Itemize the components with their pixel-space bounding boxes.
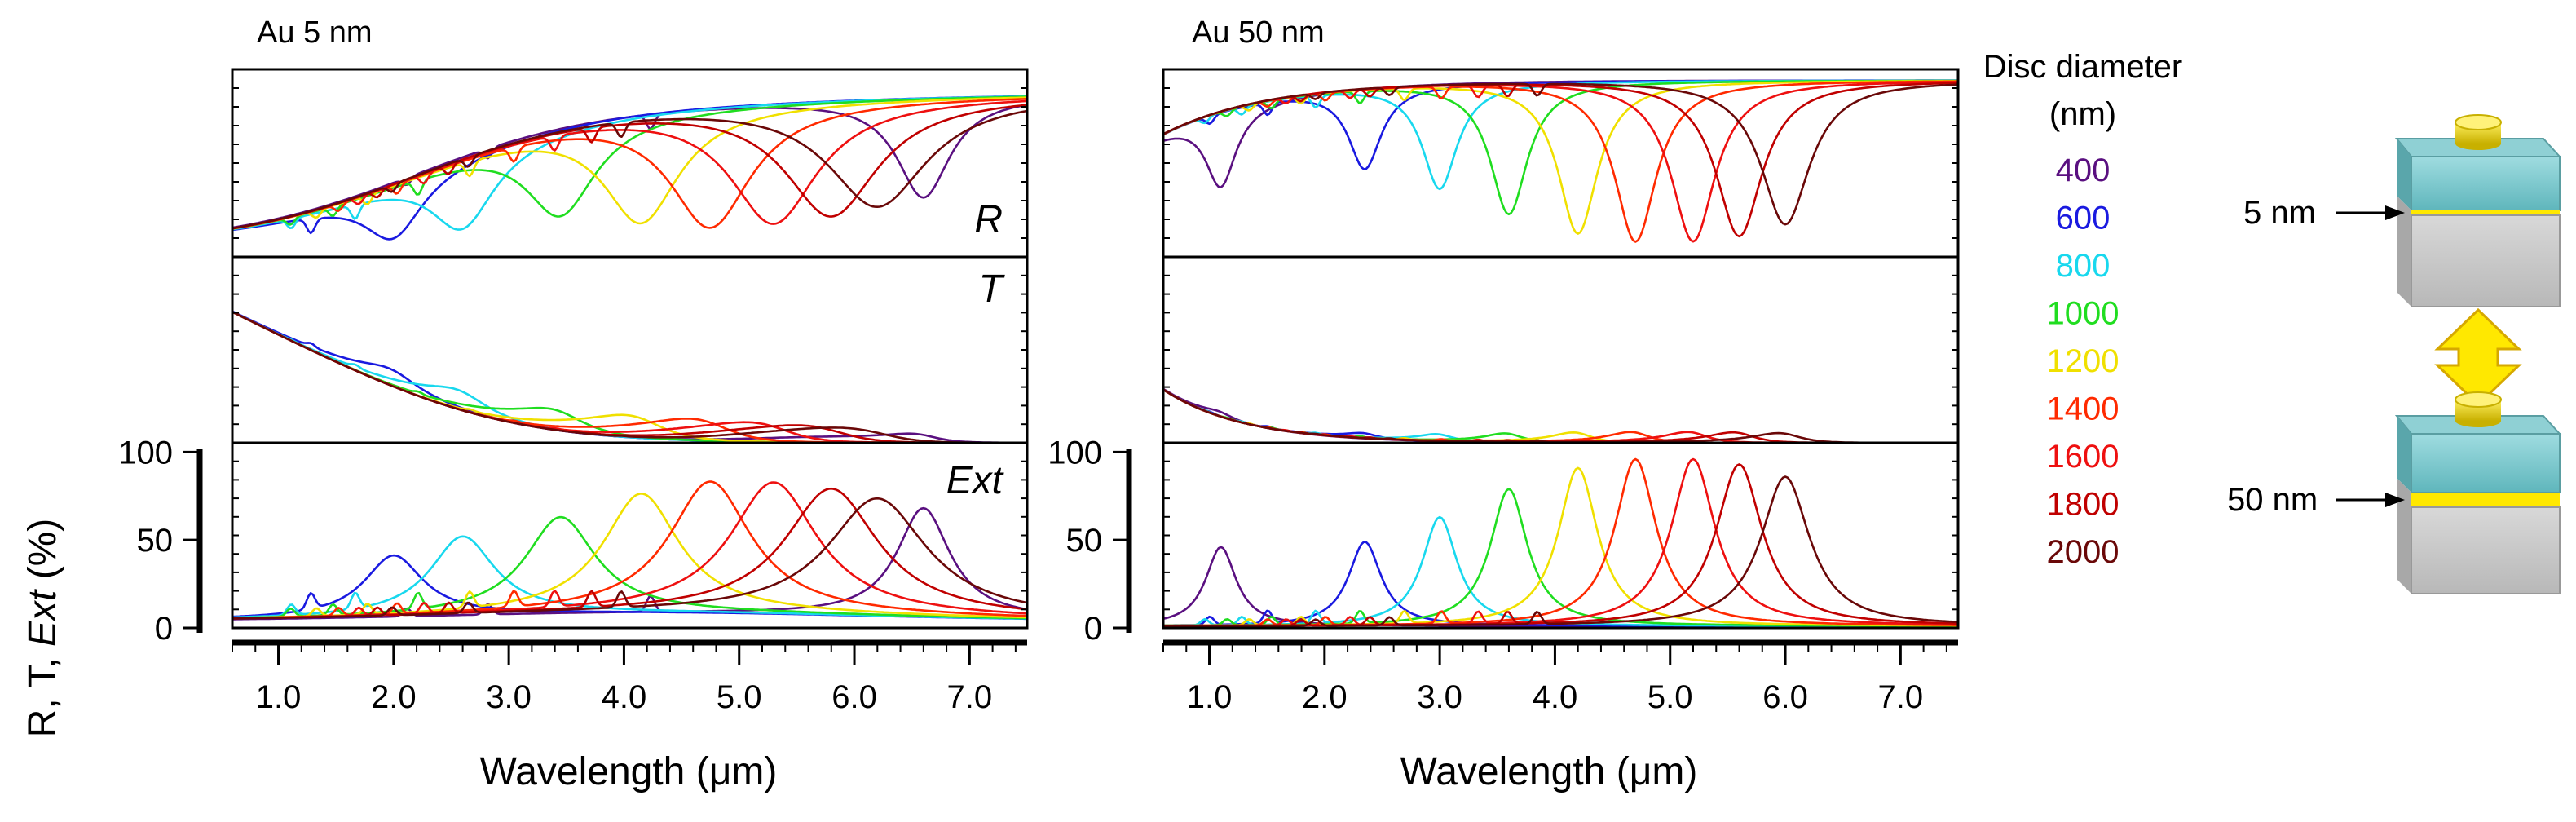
legend-item-1600: 1600 xyxy=(2047,439,2119,475)
plot-area: RT Ext 1.0 2.0 3.0 4.0 5.0 6.0 7.0 1.0 2.0 3.0 4.0 5.… xyxy=(118,68,1960,715)
x-tick-label-left: 2.0 xyxy=(371,679,417,715)
series-left-t-800 xyxy=(232,311,1027,444)
y-axis-label: R, T, Ext (%) xyxy=(21,519,64,737)
x-tick-label-right: 7.0 xyxy=(1878,679,1924,715)
series-right-ext-1400 xyxy=(1162,457,1958,627)
series-left-ext-1000 xyxy=(232,515,1027,620)
series-left-t-600 xyxy=(232,310,1027,444)
x-tick-label-right: 1.0 xyxy=(1187,679,1233,715)
x-tick-label-right: 5.0 xyxy=(1647,679,1693,715)
y-tick-label-right: 50 xyxy=(1066,523,1103,559)
series-left-ext-1200 xyxy=(232,493,1028,620)
series-right-r-1400 xyxy=(1162,80,1958,243)
series-left-r-1200 xyxy=(232,96,1028,230)
series-left-t-1600 xyxy=(232,311,1027,444)
x-tick-label-left: 5.0 xyxy=(717,679,762,715)
x-tick-label-right: 3.0 xyxy=(1417,679,1462,715)
legend-title: Disc diameter xyxy=(1983,49,2183,85)
legend-item-400: 400 xyxy=(2056,152,2111,188)
subplot-frame-left-r xyxy=(231,68,1029,259)
series-right-ext-1200 xyxy=(1163,466,1958,627)
x-tick-label-left: 7.0 xyxy=(947,679,993,715)
series-left-r-2000 xyxy=(232,109,1028,230)
y-axis-label-part1: R, T, xyxy=(21,647,64,737)
series-right-r-1600 xyxy=(1162,81,1958,243)
series-right-ext-2000 xyxy=(1163,475,1959,627)
legend-item-1200: 1200 xyxy=(2047,343,2119,379)
sample-schematic: 5 nm 50 nm xyxy=(2227,114,2562,594)
x-tick-label-left: 4.0 xyxy=(602,679,647,715)
series-right-r-400 xyxy=(1162,79,1958,188)
series-left-t-1400 xyxy=(232,311,1027,444)
legend-title-unit: (nm) xyxy=(2049,96,2116,132)
series-left-r-1400 xyxy=(232,98,1028,230)
series-left-t-400 xyxy=(232,311,1027,444)
device-5nm: 5 nm xyxy=(2243,114,2562,307)
legend-item-1400: 1400 xyxy=(2047,391,2119,427)
series-right-r-600 xyxy=(1162,79,1958,170)
x-tick-label-left: 3.0 xyxy=(486,679,532,715)
series-left-t-1800 xyxy=(232,311,1027,444)
y-axis-label-unit: (%) xyxy=(21,519,64,590)
subplot-label-ext: Ext xyxy=(946,459,1004,502)
label-50nm: 50 nm xyxy=(2227,482,2318,518)
y-tick-label-left: 50 xyxy=(137,523,174,559)
device-50nm: 50 nm xyxy=(2227,391,2562,594)
double-arrow-icon xyxy=(2434,307,2522,407)
subplot-label-r: R xyxy=(974,198,1003,241)
series-left-t-1200 xyxy=(232,311,1027,444)
series-right-r-1200 xyxy=(1162,80,1959,235)
series-left-ext-1600 xyxy=(232,481,1028,620)
legend: Disc diameter (nm) 400 600 800 1000 1200 1400… xyxy=(1983,49,2183,570)
series-right-r-2000 xyxy=(1162,82,1959,226)
right-panel-title: Au 50 nm xyxy=(1192,15,1325,50)
y-tick-label-left: 100 xyxy=(118,435,173,471)
series-right-t-1200 xyxy=(1162,388,1958,444)
subplot-frame-right-t xyxy=(1162,255,1960,444)
x-tick-label-right: 4.0 xyxy=(1533,679,1578,715)
legend-item-800: 800 xyxy=(2056,248,2111,284)
legend-item-1000: 1000 xyxy=(2047,296,2119,332)
series-right-ext-1800 xyxy=(1163,463,1958,627)
x-tick-label-left: 6.0 xyxy=(831,679,877,715)
x-tick-label-right: 2.0 xyxy=(1302,679,1348,715)
legend-item-2000: 2000 xyxy=(2047,534,2119,570)
series-left-t-1000 xyxy=(232,311,1027,444)
series-right-ext-1000 xyxy=(1163,488,1958,627)
y-axis-label-ext: Ext xyxy=(21,589,64,647)
left-panel-title: Au 5 nm xyxy=(257,15,373,50)
series-left-r-1600 xyxy=(232,99,1028,230)
label-5nm: 5 nm xyxy=(2243,195,2316,231)
series-right-ext-1600 xyxy=(1163,457,1959,627)
legend-item-1800: 1800 xyxy=(2047,487,2119,523)
x-axis-label-left: Wavelength (μm) xyxy=(480,750,778,793)
legend-item-600: 600 xyxy=(2056,201,2111,236)
subplot-label-t: T xyxy=(979,267,1006,311)
series-left-ext-2000 xyxy=(232,497,1028,620)
series-right-r-1800 xyxy=(1162,82,1959,238)
y-tick-label-right: 100 xyxy=(1048,435,1102,471)
subplot-frame-right-ext xyxy=(1162,441,1960,630)
y-tick-label-right: 0 xyxy=(1084,611,1102,647)
x-tick-label-left: 1.0 xyxy=(256,679,302,715)
x-tick-label-right: 6.0 xyxy=(1762,679,1808,715)
x-axis-label-right: Wavelength (μm) xyxy=(1400,750,1698,793)
series-left-t-2000 xyxy=(232,311,1027,444)
y-tick-label-left: 0 xyxy=(155,611,173,647)
